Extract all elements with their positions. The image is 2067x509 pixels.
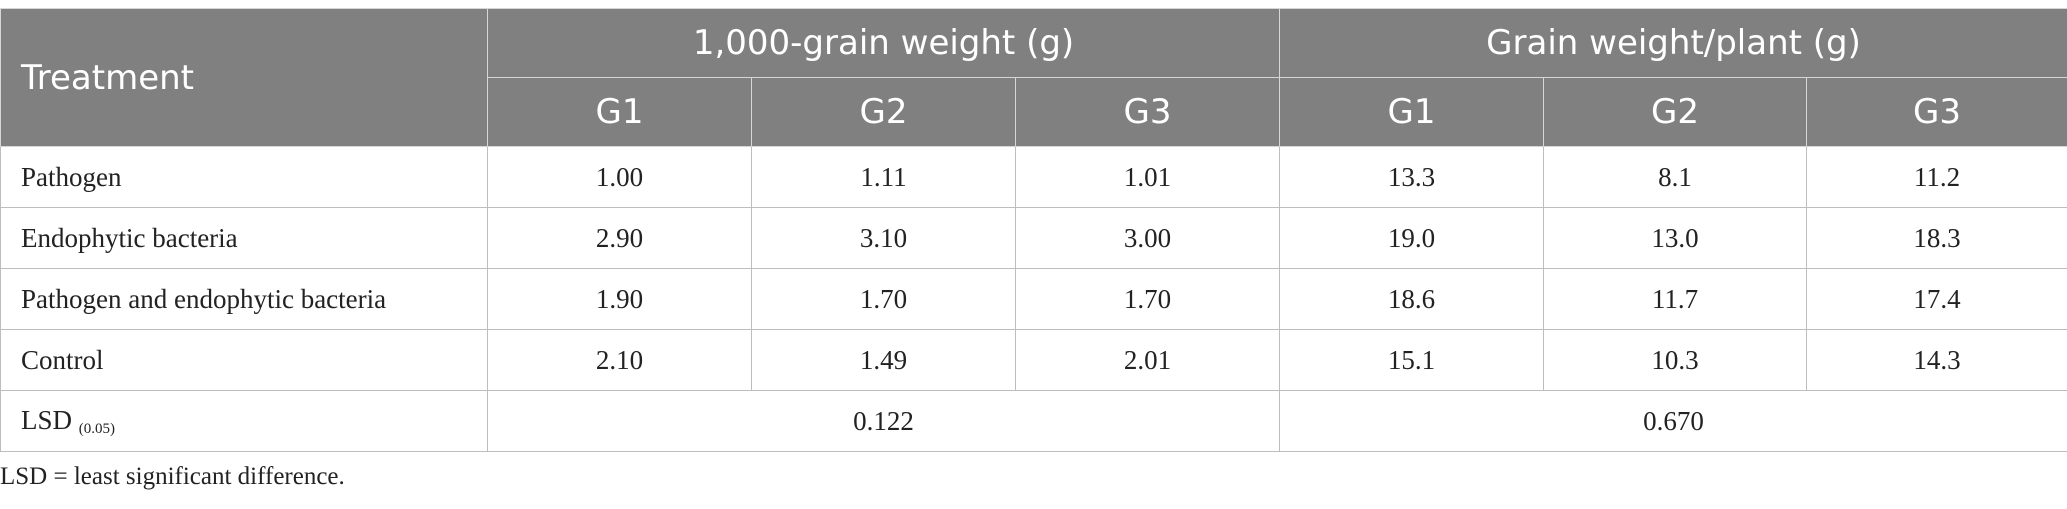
lsd-row: LSD (0.05) 0.122 0.670 <box>0 390 2067 452</box>
header-subcol: G3 <box>1014 77 1281 147</box>
lsd-label-cell: LSD (0.05) <box>0 390 488 452</box>
header-subcol: G2 <box>751 77 1016 147</box>
table-cell: 1.11 <box>751 146 1016 208</box>
table-cell: 17.4 <box>1806 268 2067 330</box>
table-cell: 18.6 <box>1279 268 1545 330</box>
table-cell: 13.0 <box>1543 207 1808 269</box>
header-subcol: G1 <box>1279 77 1545 147</box>
table-cell: 1.90 <box>487 268 752 330</box>
row-label: Pathogen <box>0 146 488 208</box>
header-thousand-grain-weight: 1,000-grain weight (g) <box>486 8 1281 78</box>
table-row: Endophytic bacteria 2.90 3.10 3.00 19.0 … <box>0 207 2067 269</box>
table-cell: 13.3 <box>1279 146 1545 208</box>
header-row-1: Treatment 1,000-grain weight (g) Grain w… <box>0 8 2067 147</box>
header-subcol: G3 <box>1806 77 2067 147</box>
table-cell: 1.49 <box>751 329 1016 391</box>
table-cell: 11.2 <box>1806 146 2067 208</box>
table-cell: 1.01 <box>1014 146 1281 208</box>
table-cell: 3.10 <box>751 207 1016 269</box>
table-cell: 1.00 <box>487 146 752 208</box>
table-cell: 2.01 <box>1014 329 1281 391</box>
table-cell: 1.70 <box>751 268 1016 330</box>
lsd-subscript: (0.05) <box>78 420 116 437</box>
header-grain-weight-per-plant: Grain weight/plant (g) <box>1279 8 2067 78</box>
grain-weight-table: Treatment 1,000-grain weight (g) Grain w… <box>0 8 2067 452</box>
header-subcol: G2 <box>1543 77 1808 147</box>
row-label: Control <box>0 329 488 391</box>
table-cell: 11.7 <box>1543 268 1808 330</box>
table-cell: 15.1 <box>1279 329 1545 391</box>
table-cell: 10.3 <box>1543 329 1808 391</box>
table-cell: 3.00 <box>1014 207 1281 269</box>
table-cell: 19.0 <box>1279 207 1545 269</box>
table-footnote: LSD = least significant difference. <box>0 463 345 490</box>
lsd-label: LSD <box>21 404 73 435</box>
table-cell: 2.90 <box>487 207 752 269</box>
table-cell: 18.3 <box>1806 207 2067 269</box>
lsd-value-grain-per-plant: 0.670 <box>1279 390 2067 452</box>
table-cell: 1.70 <box>1014 268 1281 330</box>
table-cell: 14.3 <box>1806 329 2067 391</box>
lsd-value-thousand-grain: 0.122 <box>486 390 1281 452</box>
table-row: Pathogen 1.00 1.11 1.01 13.3 8.1 11.2 <box>0 146 2067 208</box>
table-row: Control 2.10 1.49 2.01 15.1 10.3 14.3 <box>0 329 2067 391</box>
header-row-2: G1 G2 G3 G1 G2 G3 <box>1 77 2067 147</box>
data-table-container: Treatment 1,000-grain weight (g) Grain w… <box>0 8 2067 452</box>
header-treatment: Treatment <box>0 8 488 147</box>
table-cell: 2.10 <box>487 329 752 391</box>
table-cell: 8.1 <box>1543 146 1808 208</box>
row-label: Pathogen and endophytic bacteria <box>0 268 488 330</box>
table-row: Pathogen and endophytic bacteria 1.90 1.… <box>0 268 2067 330</box>
header-subcol: G1 <box>487 77 752 147</box>
row-label: Endophytic bacteria <box>0 207 488 269</box>
